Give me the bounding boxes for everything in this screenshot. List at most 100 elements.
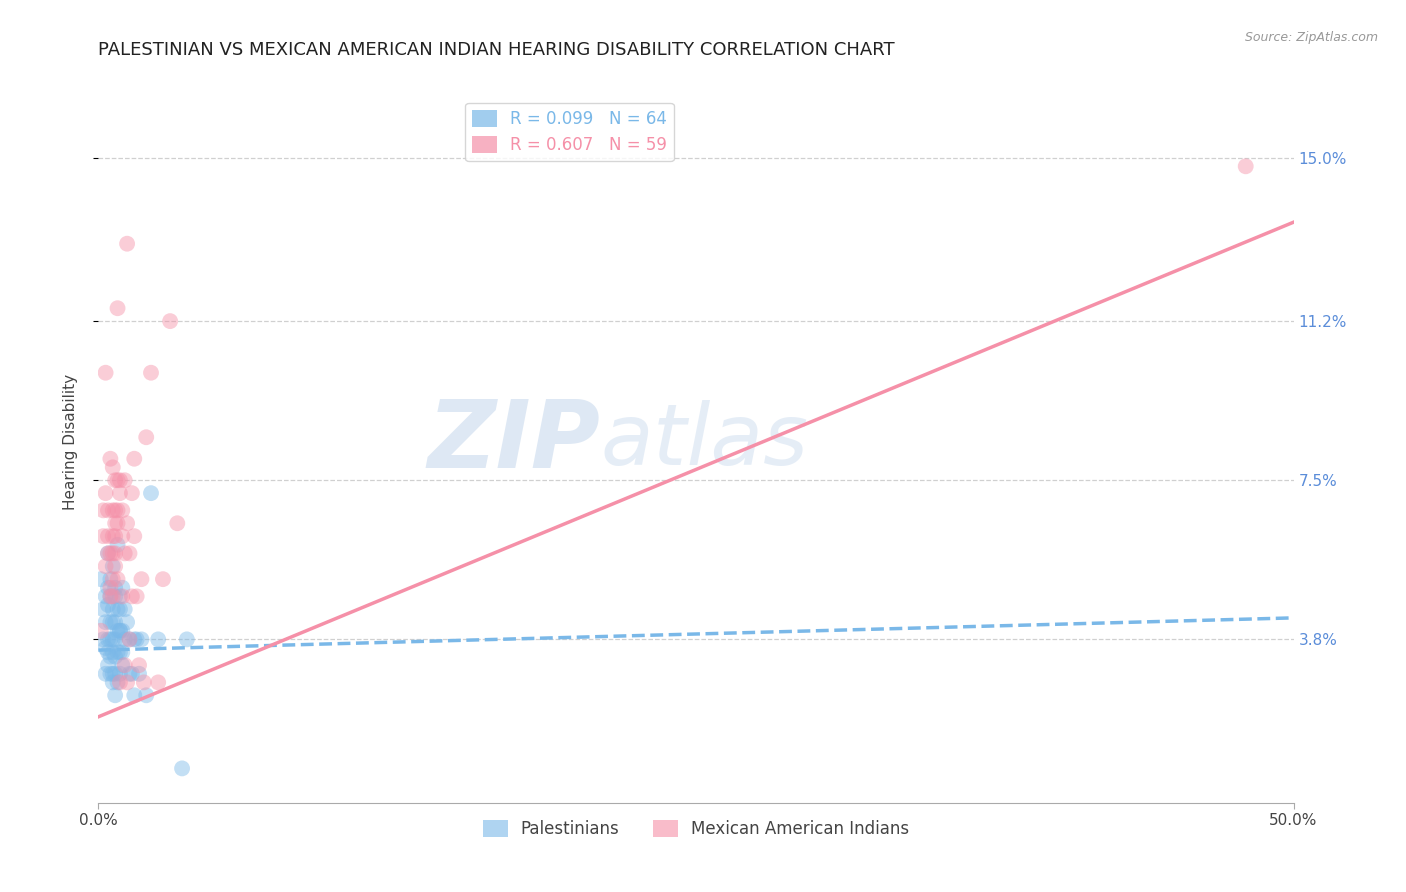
Point <box>108 666 131 681</box>
Point <box>101 632 124 647</box>
Point <box>101 645 124 659</box>
Text: ZIP: ZIP <box>427 395 600 488</box>
Point <box>97 645 120 659</box>
Point <box>104 590 127 604</box>
Y-axis label: Hearing Disability: Hearing Disability <box>63 374 77 509</box>
Point <box>114 658 136 673</box>
Point <box>91 602 114 616</box>
Point <box>94 666 117 681</box>
Point <box>104 615 127 630</box>
Point <box>111 503 134 517</box>
Point <box>90 572 112 586</box>
Point <box>97 503 120 517</box>
Point <box>107 624 129 638</box>
Point <box>104 473 127 487</box>
Point <box>98 581 122 595</box>
Point <box>101 546 124 560</box>
Point <box>111 529 134 543</box>
Point <box>98 590 122 604</box>
Point <box>97 546 120 560</box>
Point <box>104 688 127 702</box>
Point <box>97 546 120 560</box>
Point <box>104 503 127 517</box>
Point <box>94 486 117 500</box>
Point <box>166 516 188 531</box>
Point <box>111 645 134 659</box>
Point <box>107 473 129 487</box>
Point <box>94 590 117 604</box>
Point <box>91 632 114 647</box>
Point <box>107 503 129 517</box>
Point <box>148 632 170 647</box>
Point <box>139 366 162 380</box>
Point <box>101 615 124 630</box>
Point <box>94 640 117 655</box>
Point <box>124 688 146 702</box>
Point <box>101 602 124 616</box>
Point <box>91 529 114 543</box>
Point <box>132 675 155 690</box>
Point <box>107 675 129 690</box>
Point <box>118 632 141 647</box>
Point <box>101 572 124 586</box>
Point <box>152 572 174 586</box>
Point <box>115 615 138 630</box>
Point <box>104 632 127 647</box>
Point <box>128 666 150 681</box>
Point <box>172 761 194 775</box>
Point <box>101 503 124 517</box>
Point <box>98 632 122 647</box>
Point <box>94 559 117 574</box>
Point <box>111 624 134 638</box>
Point <box>108 645 131 659</box>
Point <box>114 632 136 647</box>
Point <box>98 666 122 681</box>
Point <box>128 658 150 673</box>
Point <box>135 688 157 702</box>
Point <box>98 572 122 586</box>
Point <box>124 451 146 466</box>
Point <box>91 503 114 517</box>
Point <box>108 624 131 638</box>
Point <box>148 675 170 690</box>
Point <box>108 675 131 690</box>
Point <box>104 649 127 664</box>
Point <box>98 546 122 560</box>
Point <box>104 516 127 531</box>
Point <box>98 615 122 630</box>
Point <box>101 675 124 690</box>
Point <box>114 473 136 487</box>
Point <box>101 529 124 543</box>
Point <box>114 546 136 560</box>
Point <box>131 572 153 586</box>
Point <box>98 590 122 604</box>
Point <box>101 590 124 604</box>
Point <box>90 624 112 638</box>
Point <box>115 236 138 251</box>
Point <box>124 632 146 647</box>
Point <box>111 590 134 604</box>
Text: PALESTINIAN VS MEXICAN AMERICAN INDIAN HEARING DISABILITY CORRELATION CHART: PALESTINIAN VS MEXICAN AMERICAN INDIAN H… <box>98 41 896 59</box>
Point <box>104 546 127 560</box>
Point <box>125 590 148 604</box>
Point <box>114 602 136 616</box>
Point <box>118 666 141 681</box>
Point <box>107 301 129 316</box>
Point <box>104 666 127 681</box>
Point <box>135 430 157 444</box>
Point <box>176 632 198 647</box>
Point <box>111 581 134 595</box>
Point <box>101 460 124 475</box>
Point <box>107 602 129 616</box>
Point <box>108 624 131 638</box>
Point <box>94 615 117 630</box>
Point <box>159 314 181 328</box>
Point <box>97 632 120 647</box>
Point <box>111 658 134 673</box>
Point <box>139 486 162 500</box>
Point <box>124 529 146 543</box>
Point <box>1234 159 1257 173</box>
Point <box>107 538 129 552</box>
Point <box>101 559 124 574</box>
Point <box>98 649 122 664</box>
